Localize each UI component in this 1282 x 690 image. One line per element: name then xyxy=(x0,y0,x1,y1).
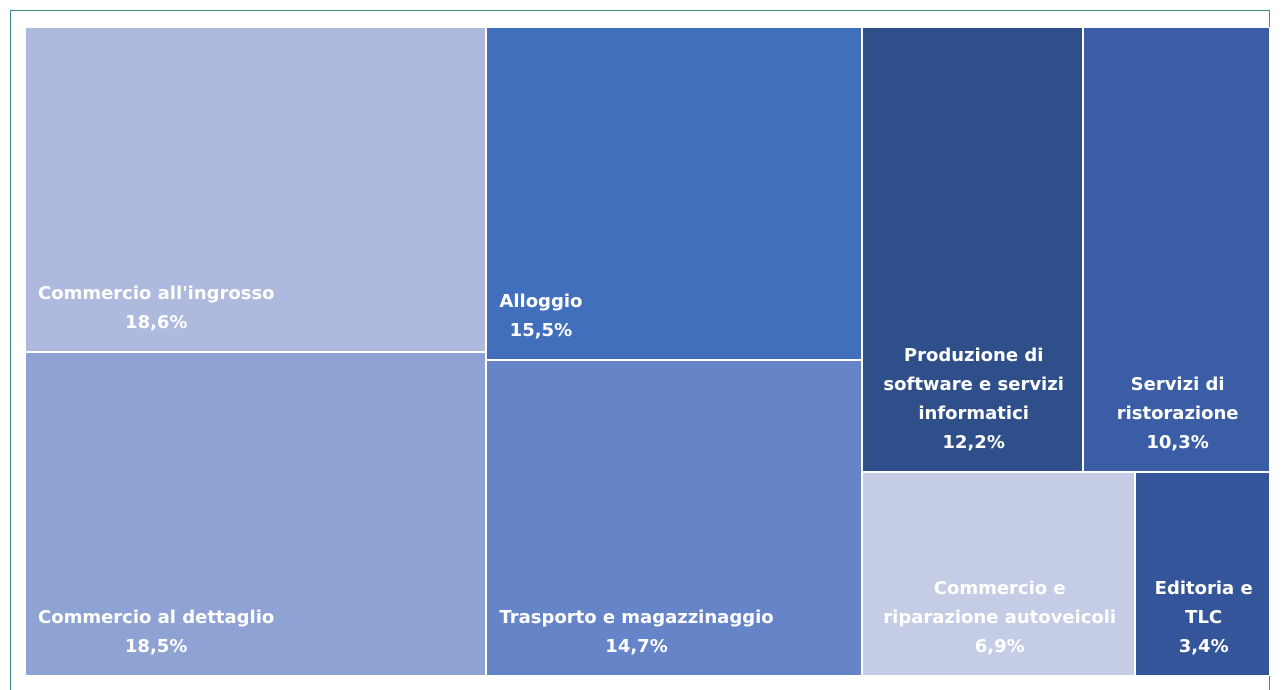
category-label: Commercio all'ingrosso xyxy=(38,283,275,305)
tile-label: Commercio all'ingrosso 18,6% xyxy=(38,279,275,337)
category-label: Editoria e TLC xyxy=(1154,577,1253,628)
tile: Commercio al dettaglio 18,5% xyxy=(25,352,487,676)
category-label: Servizi di ristorazione xyxy=(1116,374,1239,425)
tile: Commercio e riparazione autoveicoli 6,9% xyxy=(862,472,1136,676)
tile-label: Trasporto e magazzinaggio 14,7% xyxy=(499,603,773,661)
treemap: Commercio all'ingrosso 18,6% Commercio al … xyxy=(25,27,1270,676)
tile: Editoria e TLC 3,4% xyxy=(1135,472,1270,676)
tile: Servizi di ristorazione 10,3% xyxy=(1083,27,1270,473)
tile: Produzione di software e servizi informa… xyxy=(862,27,1084,473)
value-label: 15,5% xyxy=(509,320,573,342)
value-label: 14,7% xyxy=(605,635,668,657)
tile: Commercio all'ingrosso 18,6% xyxy=(25,27,487,353)
category-label: Trasporto e magazzinaggio xyxy=(499,606,774,628)
category-label: Alloggio xyxy=(499,291,583,313)
value-label: 6,9% xyxy=(974,635,1025,657)
tile-label: Editoria e TLC 3,4% xyxy=(1148,574,1259,661)
value-label: 3,4% xyxy=(1178,635,1229,657)
tile-label: Produzione di software e servizi informa… xyxy=(875,341,1072,457)
tile-label: Alloggio 15,5% xyxy=(499,287,582,345)
category-label: Commercio e riparazione autoveicoli xyxy=(883,577,1117,628)
value-label: 10,3% xyxy=(1146,432,1209,454)
tile: Alloggio 15,5% xyxy=(486,27,863,361)
category-label: Produzione di software e servizi informa… xyxy=(883,345,1064,425)
value-label: 18,5% xyxy=(124,635,188,657)
tile-label: Commercio e riparazione autoveicoli 6,9% xyxy=(875,574,1124,661)
tile: Trasporto e magazzinaggio 14,7% xyxy=(486,360,863,676)
value-label: 18,6% xyxy=(125,312,188,334)
category-label: Commercio al dettaglio xyxy=(38,606,275,628)
value-label: 12,2% xyxy=(942,432,1005,454)
tile-label: Servizi di ristorazione 10,3% xyxy=(1096,370,1259,457)
tile-label: Commercio al dettaglio 18,5% xyxy=(38,603,274,661)
